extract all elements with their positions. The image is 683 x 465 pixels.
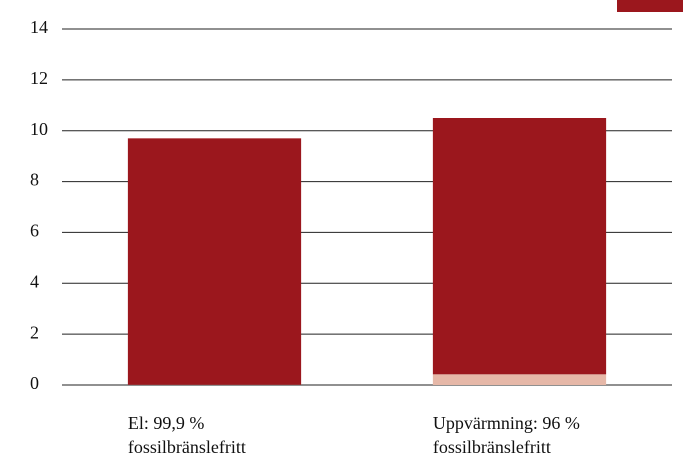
x-tick-label: fossilbränslefritt xyxy=(128,437,246,457)
y-tick-label: 10 xyxy=(30,119,48,139)
y-tick-label: 14 xyxy=(30,17,48,37)
bar-segment xyxy=(432,118,607,375)
x-tick-label: El: 99,9 % xyxy=(128,413,205,433)
x-tick-label: Uppvärmning: 96 % xyxy=(433,413,580,433)
y-tick-label: 2 xyxy=(30,322,39,342)
y-tick-label: 8 xyxy=(30,170,39,190)
corner-tab xyxy=(617,0,683,12)
bar-segment xyxy=(127,138,302,385)
y-tick-label: 12 xyxy=(30,68,48,88)
x-tick-label: fossilbränslefritt xyxy=(433,437,551,457)
y-tick-label: 6 xyxy=(30,221,39,241)
y-tick-label: 0 xyxy=(30,373,39,393)
y-tick-label: 4 xyxy=(30,271,39,291)
bar-segment xyxy=(432,374,607,385)
